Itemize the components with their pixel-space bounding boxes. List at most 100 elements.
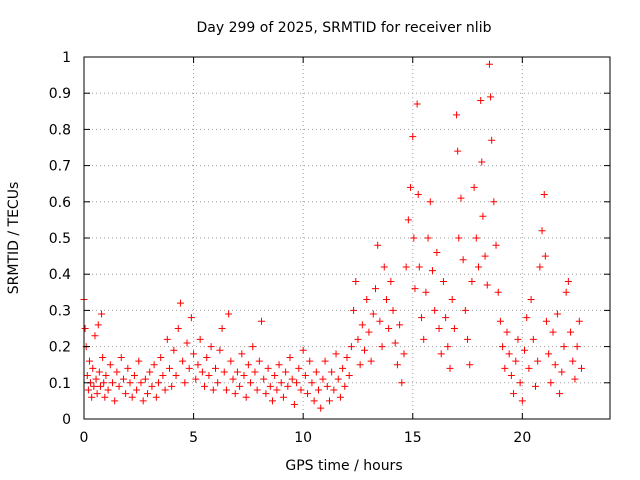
data-point [161,386,169,394]
data-point [288,375,296,383]
data-point [286,353,294,361]
data-point [464,335,472,343]
data-point [253,386,261,394]
y-tick-label: 0.8 [49,122,71,138]
data-point [279,393,287,401]
data-point [249,343,257,351]
data-point [100,379,108,387]
data-point [275,361,283,369]
data-point [83,372,91,380]
data-point [411,285,419,293]
data-point [94,321,102,329]
data-point [133,386,141,394]
data-point [212,364,219,372]
data-point [266,382,274,390]
data-point [179,357,187,365]
data-point [380,263,388,271]
data-point [187,314,195,322]
y-tick-label: 0.6 [49,195,71,211]
data-point [98,310,106,318]
data-point [499,343,507,351]
data-point [201,382,209,390]
data-point [106,361,114,369]
data-point [108,379,116,387]
plot-frame [83,56,611,420]
data-point [242,393,250,401]
data-point [198,368,206,376]
y-tick-label: 0 [62,412,71,428]
data-point [540,191,548,199]
data-point [168,382,176,390]
data-point [385,325,393,332]
data-point [505,350,513,358]
data-point [454,147,462,155]
data-point [119,375,127,383]
data-point [536,263,544,271]
data-point [317,404,325,412]
data-point [578,364,586,372]
y-tick-label: 0.5 [49,231,71,247]
data-point [365,328,373,336]
data-point [85,357,93,365]
data-point [194,361,202,369]
data-points [80,60,586,412]
data-point [409,133,417,141]
data-point [130,372,138,380]
data-point [152,393,160,401]
data-point [306,357,314,365]
data-point [115,382,123,390]
data-point [569,357,577,365]
data-point [172,372,180,380]
y-tick-label: 0.1 [49,376,71,392]
data-point [88,393,96,401]
data-point [371,285,379,293]
data-point [91,332,99,340]
data-point [558,368,566,376]
data-point [450,325,458,332]
data-point [332,350,340,358]
data-point [244,361,252,369]
data-point [562,288,570,296]
data-point [446,364,454,372]
data-point [122,390,130,398]
data-point [126,379,134,387]
data-point [459,256,467,264]
data-point [297,386,305,394]
data-point [525,364,533,372]
data-point [95,368,103,376]
data-point [330,386,338,394]
data-point [571,375,579,383]
data-point [354,335,362,343]
data-point [477,96,485,104]
data-point [222,386,230,394]
data-point [437,350,445,358]
data-point [501,364,509,372]
data-point [560,343,568,351]
data-point [485,60,493,68]
data-point [551,361,559,369]
data-point [299,346,307,354]
data-point [507,372,515,380]
data-point [479,212,487,220]
data-point [124,364,132,372]
data-point [414,191,422,199]
data-point [553,310,561,318]
data-point [378,343,386,351]
data-point [518,397,526,405]
data-point [428,267,436,275]
y-axis-label: SRMTID / TECUs [6,182,22,295]
data-point [352,277,360,285]
y-tick-label: 0.3 [49,303,71,319]
data-point [492,241,500,249]
data-point [229,375,237,383]
data-point [163,335,171,343]
data-point [319,375,327,383]
data-point [367,357,375,365]
data-point [573,343,581,351]
data-point [336,393,344,401]
y-tick-labels: 0 0.1 0.2 0.3 0.4 0.5 0.6 0.7 0.8 0.9 1 [49,50,71,428]
data-point [174,325,182,332]
data-point [393,361,401,369]
data-point [466,361,474,369]
data-point [282,368,290,376]
